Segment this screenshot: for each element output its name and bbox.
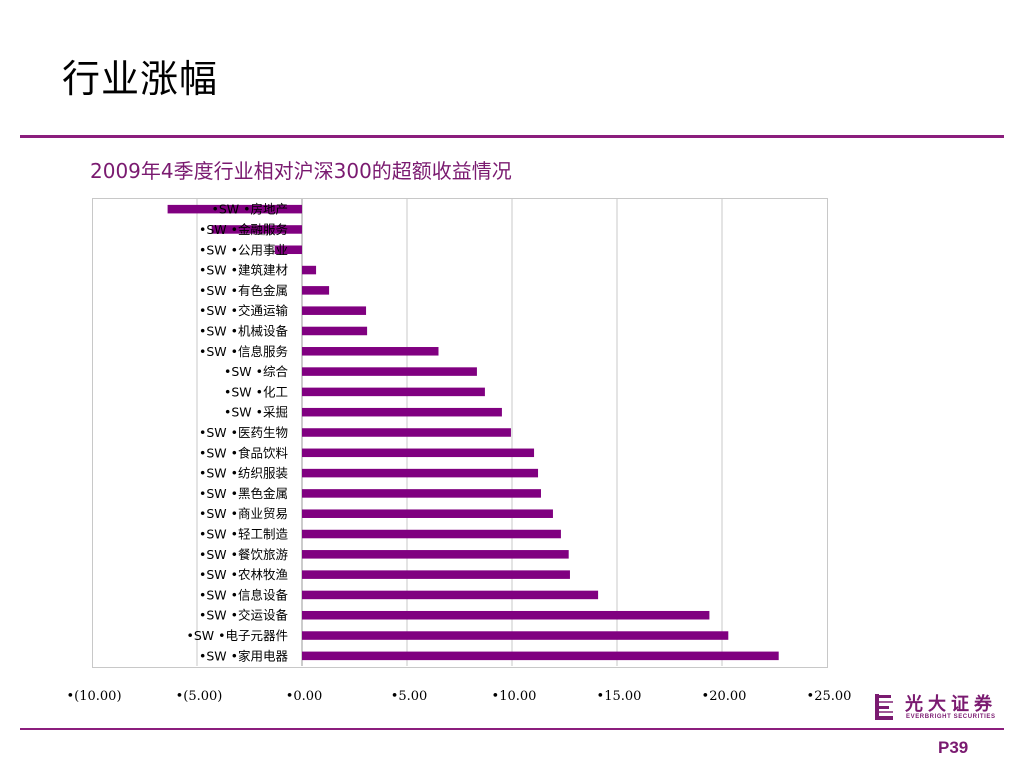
bar xyxy=(302,489,541,498)
x-tick-labels: •(10.00) •(5.00) •0.00 •5.00 •10.00 •15.00 •20… xyxy=(66,689,851,704)
bar xyxy=(302,286,330,295)
company-logo: 光大证券 EVERBRIGHT SECURITIES xyxy=(873,690,1003,724)
category-label: •SW •采掘 xyxy=(224,405,288,420)
bars xyxy=(167,204,779,661)
logo-name-cn: 光大证券 xyxy=(905,694,997,715)
category-label: •SW •金融服务 xyxy=(199,222,288,237)
bar xyxy=(302,407,502,417)
top-divider xyxy=(20,135,1004,138)
bar xyxy=(302,326,368,336)
category-labels: •SW •房地产 •SW •金融服务 •SW •公用事业 •SW •建筑建材 •SW •… xyxy=(186,202,288,664)
bottom-divider xyxy=(20,728,1004,730)
category-label: •SW •医药生物 xyxy=(199,425,288,440)
bar xyxy=(302,387,485,397)
category-label: •SW •电子元器件 xyxy=(186,628,288,643)
category-label: •SW •交通运输 xyxy=(199,303,289,318)
page-number: P39 xyxy=(938,738,969,757)
category-label: •SW •信息设备 xyxy=(199,587,289,602)
bar xyxy=(302,468,539,478)
x-tick-label: •15.00 xyxy=(597,689,642,704)
bar xyxy=(302,610,710,620)
category-label: •SW •食品饮料 xyxy=(199,445,289,460)
bar xyxy=(302,347,439,356)
bar xyxy=(302,448,535,458)
bar xyxy=(211,225,302,234)
category-label: •SW •有色金属 xyxy=(199,283,288,298)
category-label: •SW •综合 xyxy=(224,364,289,379)
bar xyxy=(302,306,367,315)
bar xyxy=(167,204,302,214)
slide-title: 行业涨幅 xyxy=(62,57,219,101)
category-label: •SW •公用事业 xyxy=(199,242,288,257)
bar xyxy=(302,570,570,579)
category-label: •SW •餐饮旅游 xyxy=(199,547,289,562)
category-label: •SW •轻工制造 xyxy=(199,527,289,542)
category-label: •SW •黑色金属 xyxy=(199,486,288,501)
category-label: •SW •交运设备 xyxy=(199,608,289,623)
category-label: •SW •农林牧渔 xyxy=(199,567,288,582)
bar xyxy=(302,590,599,600)
category-label: •SW •纺织服装 xyxy=(199,466,288,481)
category-label: •SW •家用电器 xyxy=(199,648,289,663)
bar xyxy=(274,245,302,255)
x-tick-label: •25.00 xyxy=(807,689,852,704)
x-tick-label: •(5.00) xyxy=(176,689,223,704)
bar xyxy=(302,550,569,559)
bar xyxy=(302,367,477,376)
category-label: •SW •商业贸易 xyxy=(199,506,288,521)
x-tick-label: •20.00 xyxy=(702,689,747,704)
x-tick-label: •5.00 xyxy=(391,689,428,704)
logo-name-en: EVERBRIGHT SECURITIES xyxy=(906,714,996,720)
bar xyxy=(302,651,779,661)
bar xyxy=(302,265,317,275)
x-tick-label: •10.00 xyxy=(492,689,537,704)
x-tick-label: •0.00 xyxy=(286,689,323,704)
bar xyxy=(302,529,561,539)
category-label: •SW •机械设备 xyxy=(199,323,289,338)
bar xyxy=(302,631,729,640)
x-tick-label: •(10.00) xyxy=(66,689,121,704)
category-label: •SW •建筑建材 xyxy=(199,263,288,278)
bar xyxy=(302,428,511,437)
bar xyxy=(302,509,553,518)
chart-title: 2009年4季度行业相对沪深300的超额收益情况 xyxy=(90,159,512,183)
category-label: •SW •信息服务 xyxy=(199,344,288,359)
category-label: •SW •化工 xyxy=(224,384,288,399)
everbright-logo-icon xyxy=(875,694,893,720)
category-label: •SW •房地产 xyxy=(211,202,288,217)
